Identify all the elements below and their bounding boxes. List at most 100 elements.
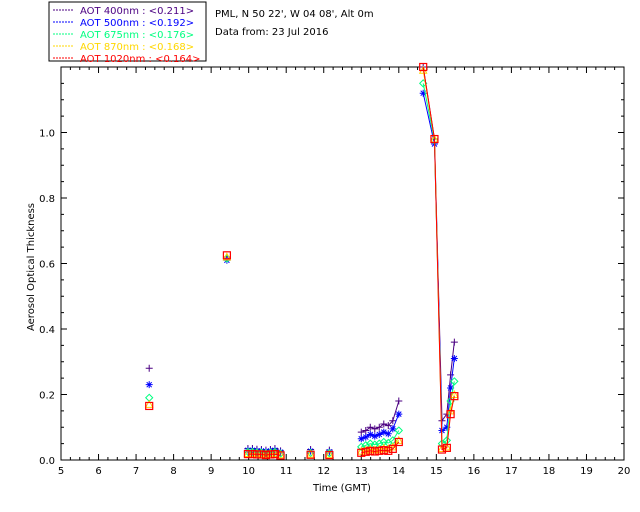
x-tick-label-20: 20 [618,466,631,477]
series-1-point-14 [366,430,374,438]
legend-box [48,1,207,62]
series-4-point-4 [252,450,262,459]
series-0-point-14 [366,423,374,431]
series-4-point-7 [266,450,275,459]
series-4-point-15 [370,447,379,456]
series-4-point-18 [384,446,393,455]
series-4-point-10 [306,450,315,459]
y-axis: 0.0 0.2 0.4 0.6 0.8 1.0 [39,82,624,467]
x-tick-label-11: 11 [280,466,293,477]
series-0-point-20 [395,397,403,405]
series-4-point-23 [437,445,447,454]
series-0-point-13 [362,427,370,435]
series-1-point-17 [380,428,388,436]
legend: AOT 400nm : <0.211>AOT 500nm : <0.192>AO… [48,1,207,65]
series-3-point-0 [144,399,154,408]
date-text: Data from: 23 Jul 2016 [215,27,328,38]
x-tick-label-7: 7 [133,466,139,477]
series-3-point-15 [370,445,380,454]
y-axis-label: Aerosol Optical Thickness [26,203,37,331]
location-text: PML, N 50 22', W 04 08', Alt 0m [215,9,374,20]
series-4-point-5 [257,450,266,459]
series-3-point-14 [365,444,375,453]
series-4-point-24 [442,443,451,452]
x-tick-label-16: 16 [467,466,480,477]
series-3-point-20 [394,435,404,444]
series-4-point-1 [222,251,231,260]
series-4-point-17 [379,446,388,455]
series-4-point-6 [261,450,271,460]
series-3-point-7 [266,449,275,458]
series-4-point-3 [248,450,257,459]
x-tick-label-8: 8 [170,466,176,477]
x-tick-label-18: 18 [543,466,556,477]
series-3-point-2 [243,448,253,457]
y-tick-label-0.6: 0.6 [39,260,55,271]
series-0 [145,63,458,455]
series-3-point-10 [306,449,315,458]
x-tick-label-17: 17 [505,466,518,477]
series-4-line-2 [422,66,455,451]
series-2-point-26 [450,377,459,386]
x-tick-label-5: 5 [58,466,64,477]
x-tick-label-15: 15 [430,466,443,477]
series-1-point-25 [447,384,455,392]
series-4-point-0 [145,401,154,411]
y-tick-label-0.8: 0.8 [39,194,55,205]
x-tick-label-9: 9 [208,466,214,477]
series-3-point-5 [257,449,266,458]
series-2 [144,79,459,458]
series-0-point-15 [371,425,379,433]
x-axis: 5 6 7 8 9 10 11 12 13 14 15 16 17 18 19 20 [58,67,631,477]
series-1-point-12 [357,435,365,443]
x-tick-label-10: 10 [242,466,255,477]
series-4-point-14 [366,446,375,455]
series-0-line-2 [422,66,455,423]
series-layer [144,62,459,460]
y-tick-label-0.0: 0.0 [39,456,55,467]
series-3-point-6 [261,449,271,458]
series-4-point-2 [243,450,253,459]
legend-label-4: AOT 1020nm : <0.164> [80,54,200,65]
series-0-point-25 [447,371,455,379]
legend-label-2: AOT 675nm : <0.176> [80,30,194,41]
series-4-point-26 [450,392,459,401]
series-4-point-8 [270,450,280,459]
series-2-point-12 [357,442,366,452]
series-1-point-16 [375,430,383,438]
x-axis-label: Time (GMT) [312,483,371,494]
x-tick-label-14: 14 [392,466,405,477]
legend-label-3: AOT 870nm : <0.168> [80,42,194,53]
x-tick-label-13: 13 [355,466,368,477]
series-4-point-11 [325,450,334,460]
x-tick-label-19: 19 [580,466,593,477]
series-3-point-1 [222,252,232,261]
series-4-point-13 [361,447,370,456]
series-4-point-19 [388,444,397,453]
series-1-point-26 [450,354,458,362]
series-3-line-2 [422,70,455,450]
series-0-point-19 [389,417,397,425]
series-1-point-19 [389,425,397,433]
series-1-point-15 [371,432,379,440]
series-4 [145,62,459,460]
series-4-point-25 [446,410,455,419]
series-0-point-0 [145,364,153,372]
series-4-point-12 [357,448,366,457]
series-1-point-0 [145,381,153,389]
series-3 [144,65,459,459]
series-0-point-17 [380,420,388,428]
series-1-point-20 [395,410,403,418]
series-4-point-9 [276,451,285,460]
series-4-point-16 [375,446,384,455]
series-1-point-21 [419,89,427,97]
y-tick-label-0.2: 0.2 [39,391,55,402]
series-4-point-22 [430,134,439,144]
series-0-point-18 [384,422,392,430]
plot-frame [60,66,625,461]
series-3-point-4 [252,449,262,458]
series-2-point-20 [394,426,404,435]
series-1-point-18 [384,430,392,438]
series-1-point-13 [362,433,370,441]
